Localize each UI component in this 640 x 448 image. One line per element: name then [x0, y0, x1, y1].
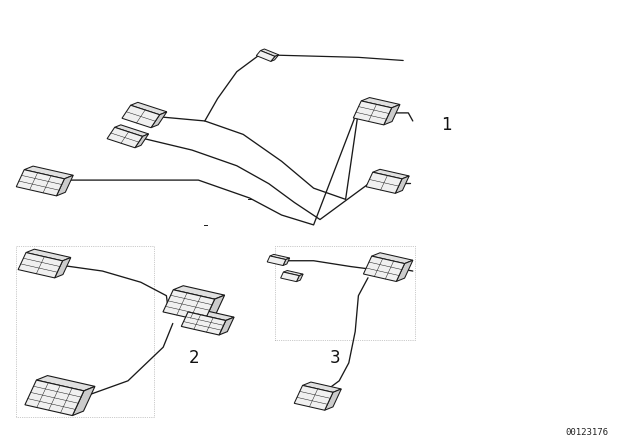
Polygon shape	[115, 125, 148, 136]
Polygon shape	[188, 309, 234, 320]
Polygon shape	[364, 256, 404, 281]
Polygon shape	[294, 385, 333, 410]
Polygon shape	[131, 102, 167, 115]
Polygon shape	[36, 375, 95, 391]
Polygon shape	[16, 170, 65, 196]
Text: 1: 1	[442, 116, 452, 134]
Polygon shape	[361, 98, 400, 108]
Polygon shape	[296, 274, 303, 282]
Polygon shape	[303, 382, 341, 392]
Polygon shape	[271, 55, 279, 61]
Polygon shape	[122, 105, 159, 128]
Polygon shape	[372, 253, 413, 263]
Polygon shape	[56, 175, 73, 196]
Text: 00123176: 00123176	[565, 428, 608, 437]
Polygon shape	[219, 317, 234, 335]
Polygon shape	[26, 249, 71, 261]
Polygon shape	[280, 272, 300, 282]
Polygon shape	[284, 271, 303, 276]
Polygon shape	[54, 258, 71, 278]
Polygon shape	[270, 254, 290, 259]
Polygon shape	[151, 112, 167, 128]
Polygon shape	[366, 172, 402, 194]
Polygon shape	[135, 134, 148, 148]
Polygon shape	[384, 104, 400, 125]
Polygon shape	[256, 51, 275, 61]
Polygon shape	[163, 290, 214, 321]
Polygon shape	[18, 253, 63, 278]
Polygon shape	[25, 380, 84, 416]
Polygon shape	[396, 260, 413, 281]
Polygon shape	[204, 295, 225, 321]
Polygon shape	[173, 286, 225, 299]
Polygon shape	[372, 169, 409, 179]
Polygon shape	[267, 256, 286, 266]
Polygon shape	[396, 176, 409, 194]
Polygon shape	[181, 312, 226, 335]
Text: 2: 2	[189, 349, 200, 367]
Polygon shape	[324, 389, 341, 410]
Polygon shape	[283, 258, 290, 266]
Polygon shape	[72, 386, 95, 416]
Text: 3: 3	[330, 349, 340, 367]
Polygon shape	[353, 101, 392, 125]
Polygon shape	[107, 127, 143, 148]
Polygon shape	[24, 166, 73, 179]
Polygon shape	[260, 49, 279, 56]
